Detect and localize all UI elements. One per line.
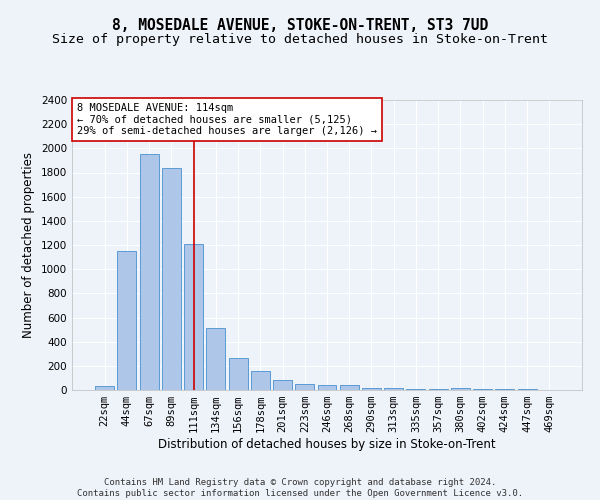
Bar [362,388,381,390]
Bar [317,384,337,390]
Bar [295,384,314,390]
Bar [273,380,292,390]
Bar [406,389,425,390]
Text: 8, MOSEDALE AVENUE, STOKE-ON-TRENT, ST3 7UD: 8, MOSEDALE AVENUE, STOKE-ON-TRENT, ST3 … [112,18,488,32]
Bar [229,358,248,390]
Bar [118,251,136,390]
Bar [184,244,203,390]
Text: Size of property relative to detached houses in Stoke-on-Trent: Size of property relative to detached ho… [52,32,548,46]
Bar [206,328,225,390]
Bar [140,154,158,390]
Text: 8 MOSEDALE AVENUE: 114sqm
← 70% of detached houses are smaller (5,125)
29% of se: 8 MOSEDALE AVENUE: 114sqm ← 70% of detac… [77,103,377,136]
Bar [384,388,403,390]
Y-axis label: Number of detached properties: Number of detached properties [22,152,35,338]
X-axis label: Distribution of detached houses by size in Stoke-on-Trent: Distribution of detached houses by size … [158,438,496,451]
Bar [95,386,114,390]
Bar [162,168,181,390]
Bar [340,385,359,390]
Bar [451,388,470,390]
Bar [251,372,270,390]
Text: Contains HM Land Registry data © Crown copyright and database right 2024.
Contai: Contains HM Land Registry data © Crown c… [77,478,523,498]
